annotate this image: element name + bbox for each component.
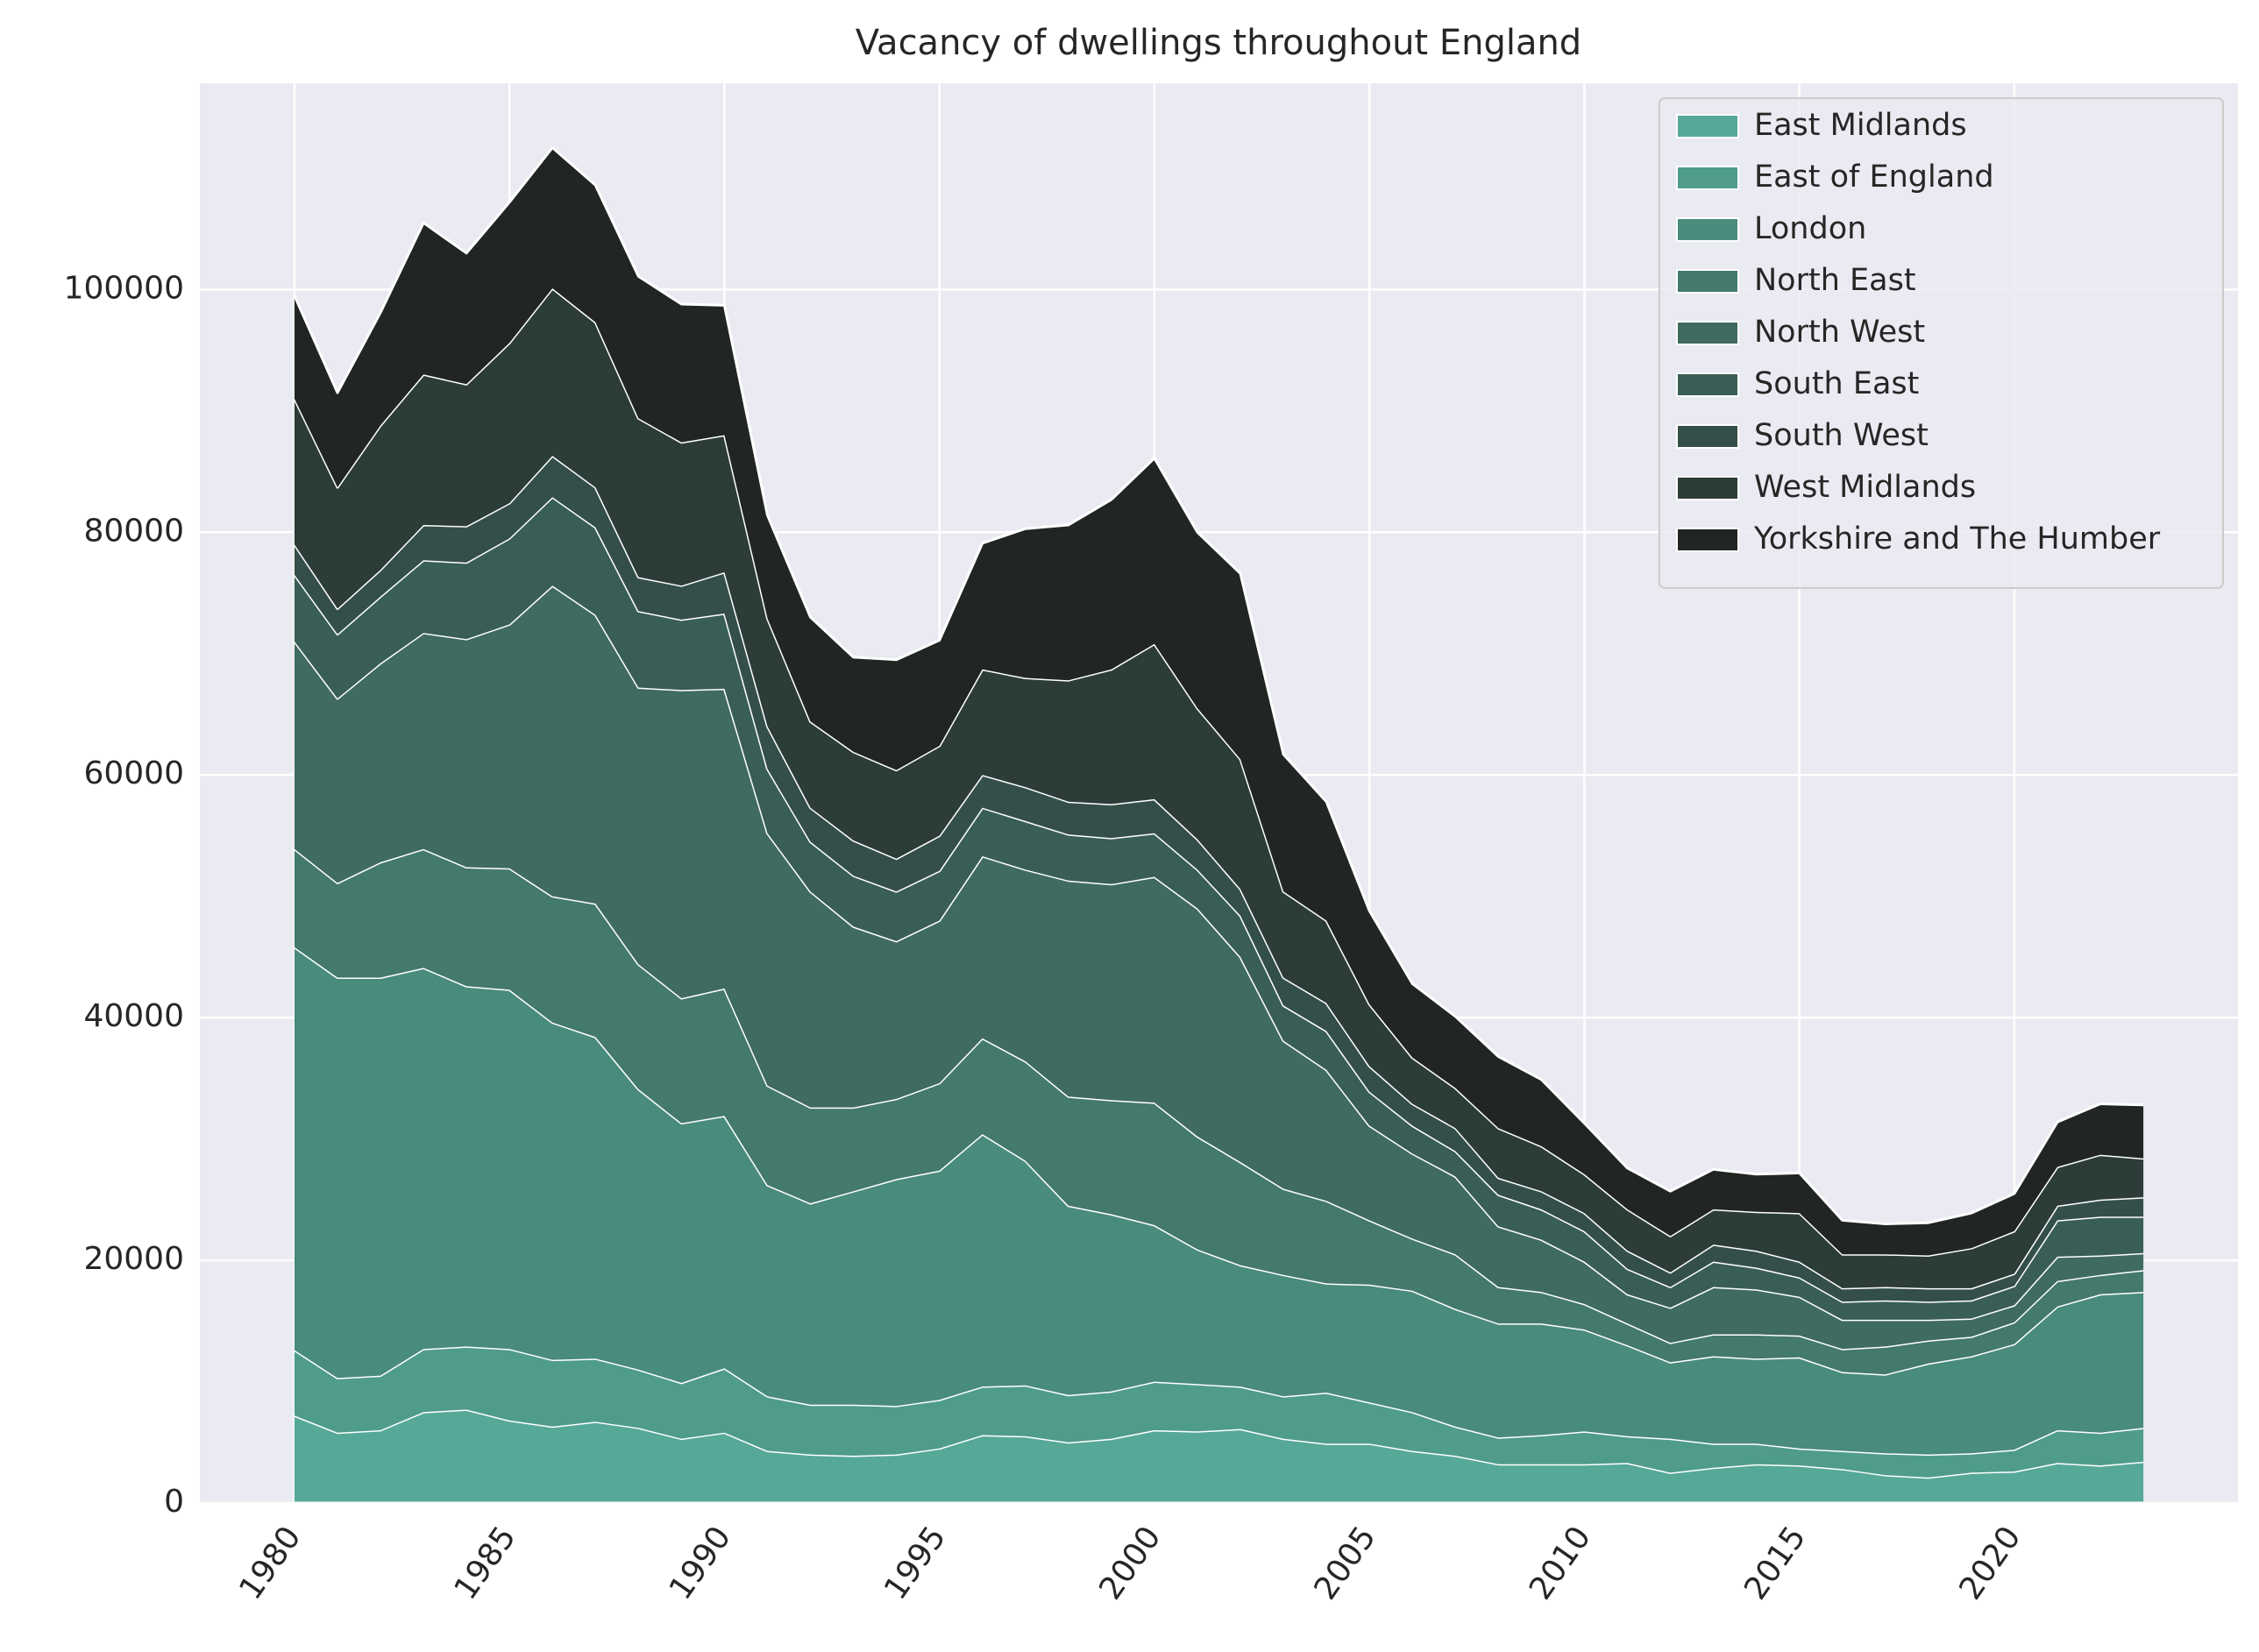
legend-swatch (1676, 321, 1739, 345)
legend-entry-label: South East (1754, 366, 1919, 401)
legend-entry-label: South West (1754, 418, 1929, 453)
x-axis-ticks: 1980 1985 1990 1995 2000 2005 2010 2015 2020 (232, 1520, 2028, 1606)
x-tick-label: 1980 (232, 1520, 308, 1606)
x-tick-label: 2000 (1092, 1520, 1168, 1606)
x-tick-label: 2015 (1737, 1520, 1813, 1606)
legend: East Midlands East of England London North … (1659, 97, 2224, 589)
area-series-4 (294, 585, 2144, 1350)
area-series-7 (294, 288, 2144, 1288)
area-series-3 (294, 848, 2144, 1375)
x-tick-label: 1985 (448, 1520, 523, 1606)
y-tick-label: 20000 (83, 1241, 184, 1277)
area-series-2 (294, 947, 2144, 1455)
area-edge-8 (293, 145, 2144, 1225)
y-tick-label: 80000 (83, 513, 184, 549)
x-tick-label: 1995 (877, 1520, 953, 1606)
area-series-8 (294, 147, 2144, 1256)
y-tick-label: 40000 (83, 998, 184, 1034)
legend-swatch (1676, 424, 1739, 449)
legend-entry-label: London (1754, 211, 1866, 246)
legend-swatch (1676, 114, 1739, 138)
x-tick-label: 1990 (663, 1520, 738, 1606)
y-tick-label: 100000 (64, 270, 184, 306)
x-tick-label: 2010 (1523, 1520, 1598, 1606)
y-tick-label: 60000 (83, 755, 184, 791)
legend-swatch (1676, 372, 1739, 397)
area-series-0 (294, 1409, 2144, 1503)
y-axis-ticks: 0 20000 40000 60000 80000 100000 (64, 270, 184, 1520)
legend-box (1659, 97, 2224, 589)
legend-entry-label: East Midlands (1754, 108, 1967, 143)
area-series-1 (294, 1346, 2144, 1478)
legend-swatch (1676, 528, 1739, 552)
legend-entry-label: North East (1754, 263, 1916, 298)
legend-entry-label: North West (1754, 315, 1925, 350)
area-series-6 (294, 456, 2144, 1302)
legend-swatch (1676, 166, 1739, 190)
x-tick-label: 2005 (1308, 1520, 1383, 1606)
chart-title: Vacancy of dwellings throughout England (856, 23, 1581, 63)
area-series-5 (294, 497, 2144, 1320)
stacked-areas (293, 145, 2144, 1505)
legend-swatch (1676, 476, 1739, 500)
x-tick-label: 2020 (1952, 1520, 2028, 1606)
legend-entry-label: Yorkshire and The Humber (1753, 521, 2161, 557)
legend-entry-label: East of England (1754, 160, 1994, 195)
y-tick-label: 0 (164, 1484, 184, 1520)
legend-swatch (1676, 217, 1739, 242)
legend-entry-label: West Midlands (1754, 470, 1976, 505)
legend-swatch (1676, 269, 1739, 294)
